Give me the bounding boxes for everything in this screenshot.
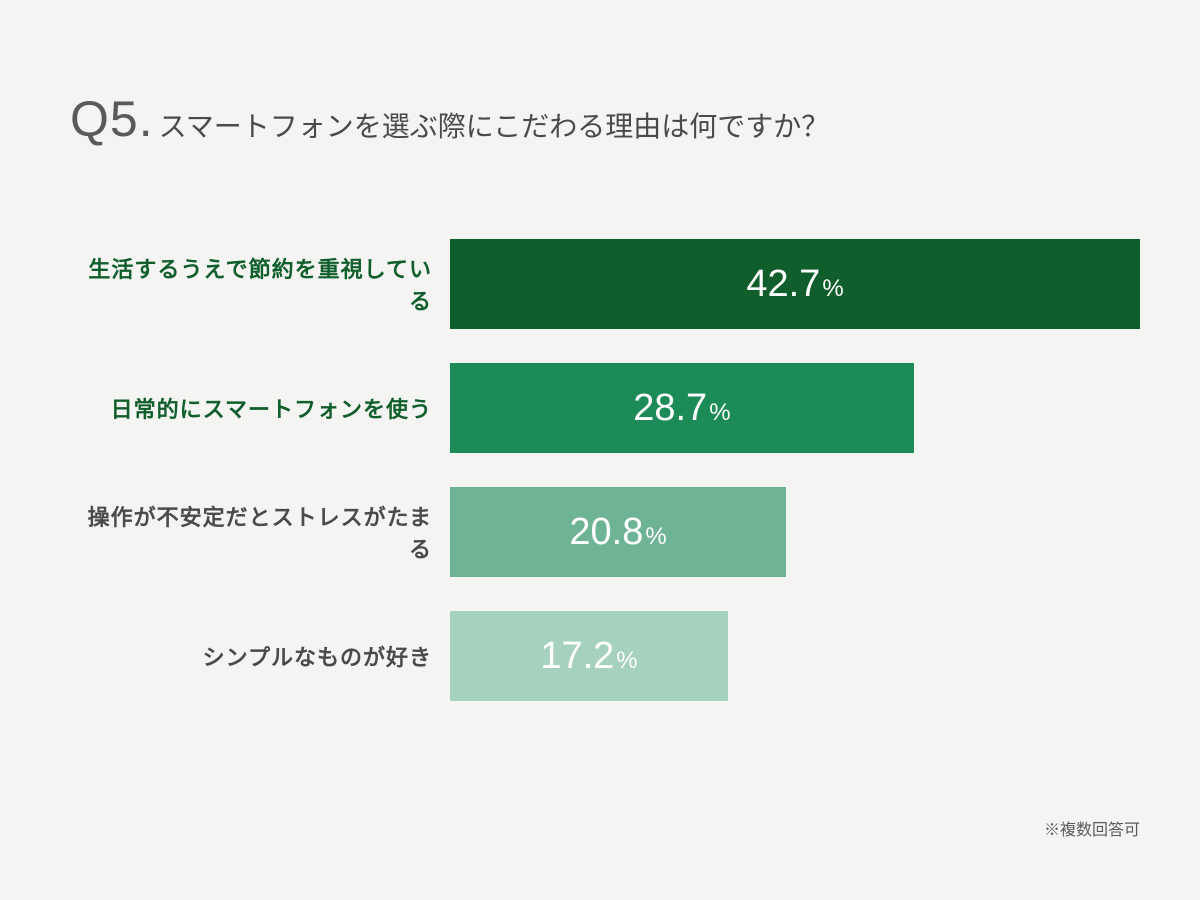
bar-chart: 生活するうえで節約を重視している 42.7% 日常的にスマートフォンを使う 28.7%… — [70, 239, 1140, 701]
question-title: Q5 . スマートフォンを選ぶ際にこだわる理由は何ですか？ — [70, 90, 1140, 149]
question-text: スマートフォンを選ぶ際にこだわる理由は何ですか？ — [159, 105, 830, 149]
bar-value-number: 20.8 — [569, 511, 643, 553]
bar-area: 17.2% — [450, 611, 1140, 701]
question-dot: . — [139, 90, 153, 148]
footnote: ※複数回答可 — [1044, 816, 1140, 840]
bar-area: 42.7% — [450, 239, 1140, 329]
bar-value-number: 17.2 — [540, 635, 614, 677]
bar-label: 生活するうえで節約を重視している — [70, 252, 450, 316]
bar-value-number: 42.7 — [746, 263, 820, 305]
bar-label: シンプルなものが好き — [70, 640, 450, 672]
bar-value: 17.2% — [540, 635, 637, 678]
bar: 28.7% — [450, 363, 914, 453]
bar-value: 28.7% — [633, 387, 730, 430]
bar-value-percent: % — [709, 399, 730, 426]
bar-value-percent: % — [616, 647, 637, 674]
bar: 17.2% — [450, 611, 728, 701]
chart-row: 日常的にスマートフォンを使う 28.7% — [70, 363, 1140, 453]
bar-value-percent: % — [822, 275, 843, 302]
chart-row: 操作が不安定だとストレスがたまる 20.8% — [70, 487, 1140, 577]
bar-label: 日常的にスマートフォンを使う — [70, 392, 450, 424]
bar-value: 20.8% — [569, 511, 666, 554]
chart-row: シンプルなものが好き 17.2% — [70, 611, 1140, 701]
bar-value: 42.7% — [746, 263, 843, 306]
bar: 42.7% — [450, 239, 1140, 329]
chart-row: 生活するうえで節約を重視している 42.7% — [70, 239, 1140, 329]
bar-label: 操作が不安定だとストレスがたまる — [70, 500, 450, 564]
bar-area: 28.7% — [450, 363, 1140, 453]
bar-value-number: 28.7 — [633, 387, 707, 429]
bar-area: 20.8% — [450, 487, 1140, 577]
bar: 20.8% — [450, 487, 786, 577]
question-number: Q5 — [70, 90, 139, 148]
bar-value-percent: % — [645, 523, 666, 550]
